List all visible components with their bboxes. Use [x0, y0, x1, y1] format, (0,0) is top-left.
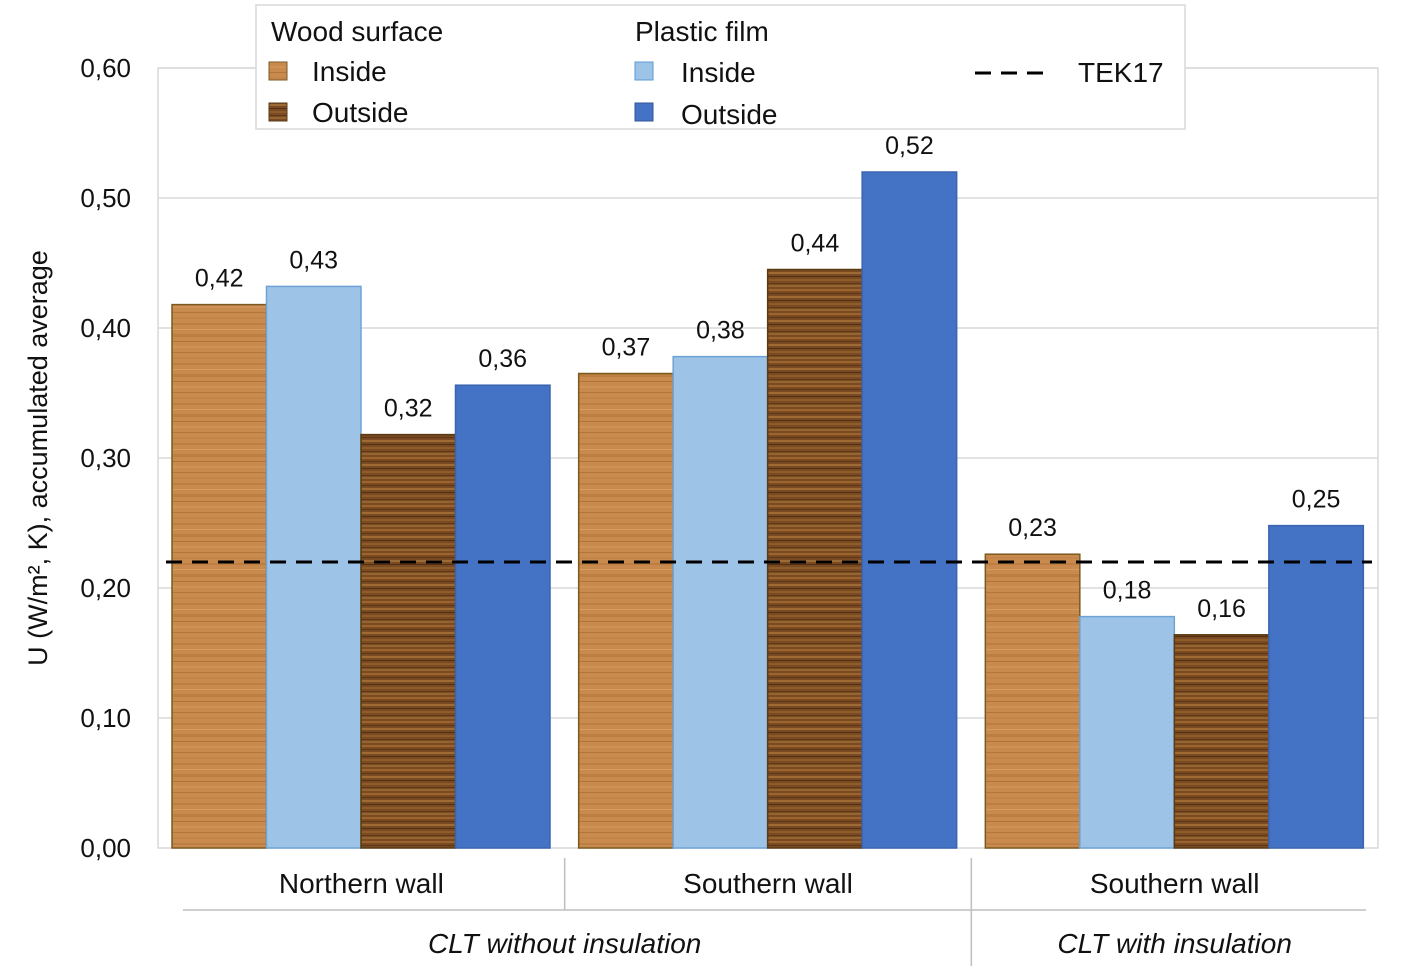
data-label: 0,52	[885, 132, 934, 160]
bar	[766, 268, 863, 849]
legend-box	[255, 4, 1186, 130]
data-label: 0,25	[1292, 486, 1341, 514]
bar	[984, 553, 1081, 849]
value-labels: 0,42 0,43 0,32 0,36 0,37 0,38 0,44 0,52 0,23 0,18…	[195, 132, 1341, 623]
bar	[360, 433, 457, 849]
data-label: 0,32	[384, 395, 433, 423]
bar	[672, 355, 769, 849]
bars	[171, 171, 1365, 849]
y-tick-label: 0,00	[80, 833, 131, 863]
category-label: Southern wall	[683, 868, 853, 899]
y-tick-label: 0,10	[80, 703, 131, 733]
category-axis: Northern wall Southern wall Southern wall C…	[183, 858, 1366, 966]
y-tick-label: 0,50	[80, 183, 131, 213]
data-label: 0,43	[289, 246, 338, 274]
group-label: CLT with insulation	[1057, 928, 1291, 959]
data-label: 0,23	[1008, 514, 1057, 542]
legend-label-plastic-inside: Inside	[681, 57, 756, 88]
legend-label-tek17: TEK17	[1078, 57, 1164, 88]
y-tick-label: 0,40	[80, 313, 131, 343]
data-label: 0,16	[1197, 595, 1246, 623]
legend-swatch-wood-inside	[268, 61, 288, 81]
legend-heading-wood: Wood surface	[271, 16, 443, 47]
y-axis-ticks: 0,00 0,10 0,20 0,30 0,40 0,50 0,60	[80, 53, 131, 863]
legend-label-plastic-outside: Outside	[681, 99, 778, 130]
data-label: 0,37	[602, 334, 651, 362]
y-tick-label: 0,20	[80, 573, 131, 603]
group-label: CLT without insulation	[428, 928, 701, 959]
data-label: 0,42	[195, 265, 244, 293]
legend: Wood surface Inside Outside Plastic film…	[255, 4, 1186, 130]
bar	[171, 303, 268, 849]
legend-label-wood-outside: Outside	[312, 97, 409, 128]
bar	[577, 372, 674, 849]
bar	[1079, 615, 1176, 849]
data-label: 0,44	[791, 230, 840, 258]
data-label: 0,36	[478, 345, 527, 373]
bar	[1173, 634, 1270, 849]
y-axis-label: U (W/m², K), accumulated average	[23, 250, 53, 666]
legend-label-wood-inside: Inside	[312, 56, 387, 87]
y-tick-label: 0,60	[80, 53, 131, 83]
category-label: Northern wall	[279, 868, 444, 899]
data-label: 0,18	[1103, 577, 1152, 605]
legend-swatch-plastic-inside	[634, 61, 654, 81]
bar	[265, 285, 362, 849]
bar	[454, 384, 551, 849]
bar	[861, 171, 958, 849]
category-label: Southern wall	[1090, 868, 1260, 899]
bar	[1268, 524, 1365, 849]
legend-heading-plastic: Plastic film	[635, 16, 769, 47]
data-label: 0,38	[696, 317, 745, 345]
legend-swatch-wood-outside	[268, 102, 288, 122]
y-tick-label: 0,30	[80, 443, 131, 473]
legend-swatch-plastic-outside	[634, 102, 654, 122]
